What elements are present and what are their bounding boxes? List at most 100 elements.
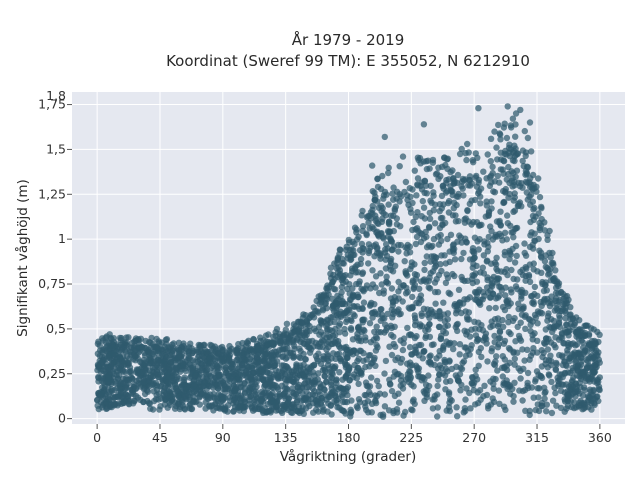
data-point (484, 274, 491, 281)
data-point (491, 178, 498, 185)
data-point (492, 358, 499, 365)
x-tick-label: 0 (93, 430, 101, 445)
data-point (402, 290, 410, 297)
data-point (187, 361, 194, 369)
data-point (377, 317, 384, 324)
data-point (175, 400, 182, 407)
data-point (443, 407, 450, 414)
data-point (388, 306, 395, 313)
data-point (432, 312, 439, 320)
data-point (266, 393, 273, 400)
data-point (428, 253, 435, 260)
data-point (373, 335, 381, 342)
data-point (381, 391, 388, 398)
data-point (339, 297, 346, 305)
data-point (201, 341, 208, 348)
data-point (218, 403, 225, 410)
data-point (190, 388, 198, 395)
data-point (426, 165, 433, 172)
data-point (480, 252, 487, 259)
data-point (435, 164, 442, 171)
data-point (163, 393, 171, 400)
data-point (496, 334, 504, 342)
data-point (514, 323, 521, 331)
data-point (417, 292, 425, 299)
data-point (504, 103, 511, 110)
chart-title: År 1979 - 2019 (292, 30, 405, 49)
data-point (399, 153, 407, 160)
data-point (454, 238, 461, 245)
data-point (542, 252, 549, 259)
data-point (132, 385, 140, 392)
x-tick-label: 45 (152, 430, 168, 445)
data-point (494, 367, 501, 374)
data-point (411, 261, 418, 268)
data-point (117, 341, 125, 348)
data-point (324, 352, 332, 360)
data-point (359, 316, 367, 323)
data-point (421, 259, 428, 267)
data-point (224, 408, 231, 415)
data-point (378, 208, 385, 215)
data-point (349, 267, 356, 275)
data-point (155, 396, 162, 403)
data-points (94, 103, 603, 420)
data-point (541, 258, 549, 265)
data-point (195, 353, 203, 360)
data-point (456, 299, 463, 306)
data-point (485, 233, 492, 241)
data-point (336, 404, 343, 411)
data-point (170, 345, 177, 352)
data-point (494, 315, 502, 322)
data-point (354, 261, 361, 268)
data-point (426, 215, 434, 222)
data-point (170, 340, 177, 347)
data-point (371, 328, 378, 335)
data-point (441, 356, 448, 364)
data-point (457, 234, 465, 241)
data-point (500, 381, 507, 389)
data-point (387, 257, 394, 264)
data-point (548, 378, 555, 386)
data-point (98, 377, 106, 384)
data-point (363, 231, 370, 239)
data-point (306, 327, 313, 335)
data-point (390, 340, 397, 348)
data-point (353, 334, 361, 341)
data-point (122, 385, 129, 392)
data-point (554, 374, 561, 381)
data-point (436, 208, 443, 215)
data-point (505, 345, 513, 352)
data-point (444, 316, 451, 323)
data-point (395, 399, 403, 406)
data-point (413, 192, 420, 199)
data-point (475, 362, 482, 369)
data-point (560, 381, 567, 388)
data-point (390, 184, 397, 191)
data-point (347, 256, 354, 264)
data-point (490, 398, 498, 405)
data-point (425, 372, 432, 379)
data-point (510, 398, 517, 405)
data-point (542, 326, 549, 333)
data-point (253, 378, 260, 385)
data-point (94, 340, 102, 347)
data-point (464, 140, 471, 148)
data-point (517, 375, 524, 382)
data-point (406, 344, 414, 351)
data-point (94, 367, 101, 374)
data-point (142, 337, 149, 345)
data-point (546, 302, 554, 310)
data-point (175, 375, 183, 382)
data-point (258, 398, 265, 405)
data-point (373, 341, 380, 349)
data-point (382, 246, 389, 253)
data-point (401, 188, 408, 196)
data-point (504, 212, 511, 219)
data-point (421, 215, 429, 222)
data-point (217, 362, 224, 369)
data-point (544, 346, 552, 353)
data-point (336, 343, 343, 350)
data-point (465, 182, 472, 189)
data-point (545, 271, 552, 278)
